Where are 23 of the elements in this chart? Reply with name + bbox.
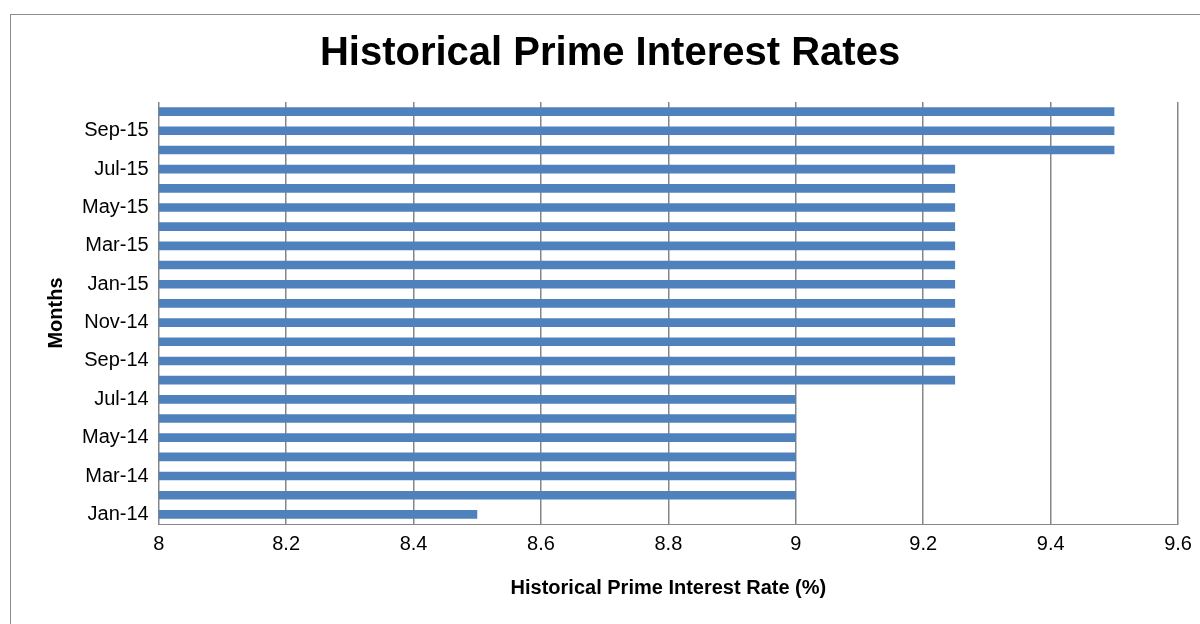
x-tick-label: 9: [790, 531, 802, 554]
y-tick-label: Jul-14: [94, 386, 149, 409]
x-tick-label: 8.2: [272, 531, 301, 554]
x-tick-label: 8.6: [527, 531, 555, 554]
x-tick-label: 8.8: [654, 531, 683, 554]
x-tick-label: 8.4: [399, 531, 428, 554]
y-tick-label: Sep-15: [84, 118, 149, 141]
y-tick-label: Mar-15: [85, 233, 149, 256]
x-tick-label: 8: [153, 531, 165, 554]
y-tick-label: May-15: [81, 195, 149, 218]
y-tick-label: Nov-14: [84, 310, 149, 333]
y-tick-label: May-14: [81, 425, 149, 448]
y-tick-label: Sep-14: [84, 348, 149, 371]
x-axis-title: Historical Prime Interest Rate (%): [510, 575, 827, 598]
y-tick-label: Jan-15: [87, 271, 149, 294]
y-tick-label: Jul-15: [94, 156, 149, 179]
y-tick-label: Jan-14: [87, 501, 149, 524]
x-tick-label: 9.6: [1164, 531, 1192, 554]
y-axis-title: Months: [43, 277, 66, 349]
chart-title: Historical Prime Interest Rates: [319, 29, 901, 74]
y-tick-label: Mar-14: [85, 463, 149, 486]
x-tick-label: 9.2: [909, 531, 938, 554]
x-tick-label: 9.4: [1036, 531, 1065, 554]
